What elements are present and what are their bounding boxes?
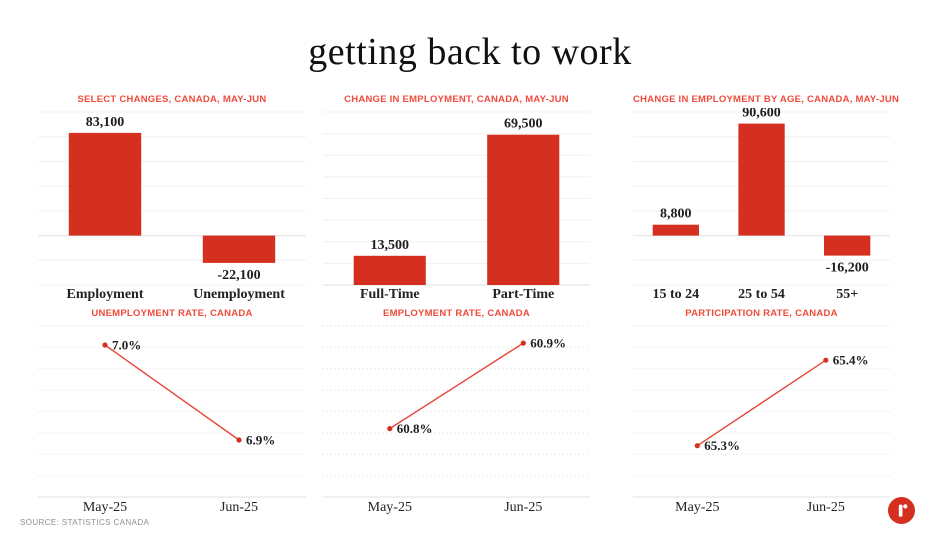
bar-value-label: 90,600 <box>742 108 781 121</box>
bar-value-label: 69,500 <box>504 117 543 132</box>
data-point <box>823 357 829 363</box>
category-label: Employment <box>67 287 144 302</box>
point-value-label: 60.9% <box>530 336 566 351</box>
chart-select-changes: SELECT CHANGES, CANADA, MAY-JUN 83,100 Em… <box>38 94 306 308</box>
chart-change-in-employment: CHANGE IN EMPLOYMENT, CANADA, MAY-JUN 13… <box>323 94 590 308</box>
data-point <box>236 437 242 443</box>
x-axis-label: Jun-25 <box>504 500 542 515</box>
bar-value-label: 13,500 <box>371 238 410 253</box>
bar-value-label: -16,200 <box>826 261 869 276</box>
category-label: 55+ <box>836 287 858 302</box>
bar-employment <box>68 132 142 236</box>
category-label: 15 to 24 <box>652 287 699 302</box>
chart-unemployment-rate: UNEMPLOYMENT RATE, CANADA 7.0% May-25 6.9%… <box>38 308 306 518</box>
data-point <box>102 342 108 348</box>
brand-logo <box>888 497 915 524</box>
x-axis-label: May-25 <box>368 500 412 515</box>
bar-unemployment <box>202 235 276 263</box>
x-axis-label: Jun-25 <box>807 500 845 515</box>
chart-employment-rate: EMPLOYMENT RATE, CANADA 60.8% May-25 60.9%… <box>323 308 590 518</box>
bar-value-label: 8,800 <box>660 207 692 222</box>
bar-part-time <box>487 134 560 285</box>
chart-change-in-employment-by-age: CHANGE IN EMPLOYMENT BY AGE, CANADA, MAY… <box>633 94 900 308</box>
r-mark-icon <box>898 504 908 517</box>
page-title: getting back to work <box>308 31 632 73</box>
point-value-label: 65.3% <box>704 438 740 453</box>
bar-chart-svg: 8,800 15 to 24 90,600 25 to 54 -16,200 55+ <box>633 108 890 302</box>
bar-15-to-24 <box>652 224 699 236</box>
bar-55 <box>824 235 871 256</box>
data-point <box>520 340 526 346</box>
point-value-label: 6.9% <box>246 433 275 448</box>
bar-25-to-54 <box>738 123 785 236</box>
x-axis-label: Jun-25 <box>220 500 258 515</box>
x-axis-label: May-25 <box>675 500 719 515</box>
bar-chart-svg: 83,100 Employment -22,100 Unemployment <box>38 111 306 302</box>
line-chart-svg: 60.8% May-25 60.9% Jun-25 <box>323 325 590 515</box>
bar-chart-svg: 13,500 Full-Time 69,500 Part-Time <box>323 111 590 302</box>
source-note: SOURCE: STATISTICS CANADA <box>20 518 150 527</box>
chart-subtitle: CHANGE IN EMPLOYMENT, CANADA, MAY-JUN <box>344 94 569 105</box>
data-point <box>387 426 393 432</box>
category-label: Unemployment <box>193 287 285 302</box>
point-value-label: 7.0% <box>112 338 141 353</box>
data-point <box>694 443 700 449</box>
line-chart-svg: 65.3% May-25 65.4% Jun-25 <box>633 325 890 515</box>
x-axis-label: May-25 <box>83 500 127 515</box>
chart-participation-rate: PARTICIPATION RATE, CANADA 65.3% May-25 65… <box>633 308 890 518</box>
trend-line <box>389 342 524 430</box>
category-label: 25 to 54 <box>738 287 785 302</box>
trend-line <box>104 344 240 441</box>
chart-subtitle: UNEMPLOYMENT RATE, CANADA <box>91 308 253 319</box>
bar-full-time <box>353 255 426 285</box>
category-label: Part-Time <box>492 287 554 302</box>
line-chart-svg: 7.0% May-25 6.9% Jun-25 <box>38 325 306 515</box>
chart-subtitle: PARTICIPATION RATE, CANADA <box>685 308 838 319</box>
chart-subtitle: EMPLOYMENT RATE, CANADA <box>382 308 531 319</box>
chart-subtitle: SELECT CHANGES, CANADA, MAY-JUN <box>77 94 267 105</box>
category-label: Full-Time <box>360 287 420 302</box>
point-value-label: 65.4% <box>833 353 869 368</box>
bar-value-label: 83,100 <box>86 115 125 130</box>
chart-subtitle: CHANGE IN EMPLOYMENT BY AGE, CANADA, MAY… <box>633 94 900 105</box>
point-value-label: 60.8% <box>397 421 433 436</box>
bar-value-label: -22,100 <box>217 268 260 283</box>
trend-line <box>696 359 827 447</box>
